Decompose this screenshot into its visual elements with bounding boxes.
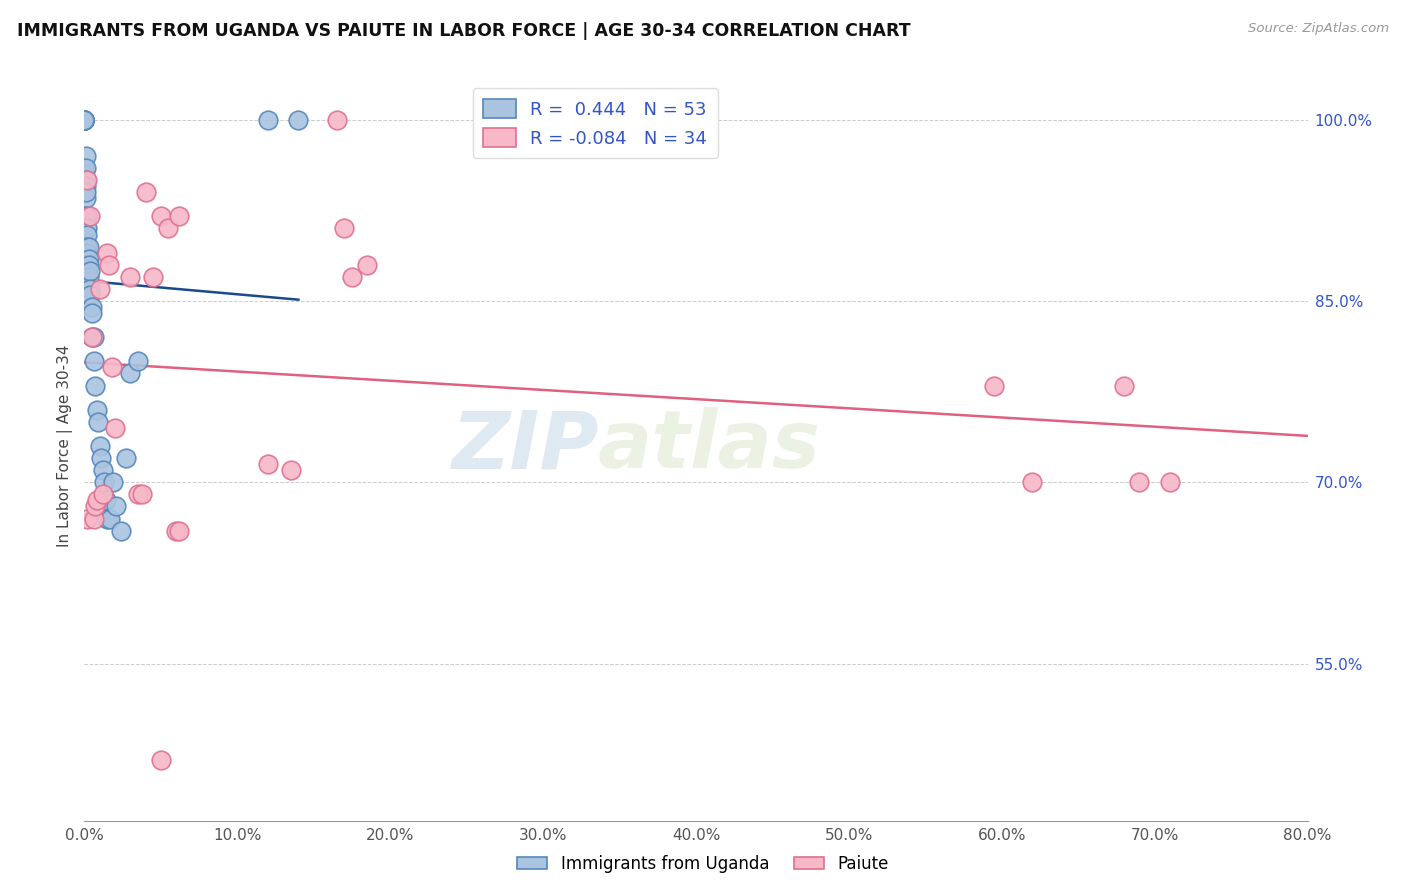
Point <box>131 487 153 501</box>
Point <box>89 439 111 453</box>
Point <box>76 245 98 260</box>
Point <box>127 487 149 501</box>
Point <box>110 524 132 538</box>
Point <box>167 524 190 538</box>
Text: Source: ZipAtlas.com: Source: ZipAtlas.com <box>1249 22 1389 36</box>
Point <box>79 288 101 302</box>
Text: ZIP: ZIP <box>451 407 598 485</box>
Legend: R =  0.444   N = 53, R = -0.084   N = 34: R = 0.444 N = 53, R = -0.084 N = 34 <box>472 88 718 159</box>
Legend: Immigrants from Uganda, Paiute: Immigrants from Uganda, Paiute <box>510 848 896 880</box>
Point <box>149 210 172 224</box>
Point <box>80 300 103 314</box>
Point <box>77 252 100 266</box>
Point <box>280 463 302 477</box>
Point <box>75 185 97 199</box>
Point <box>142 269 165 284</box>
Point <box>167 210 190 224</box>
Point <box>79 282 101 296</box>
Point <box>76 511 98 525</box>
Point <box>114 451 136 466</box>
Point <box>77 258 100 272</box>
Point <box>105 500 128 514</box>
Point <box>73 112 96 127</box>
Point <box>75 149 97 163</box>
Point <box>83 330 105 344</box>
Point <box>76 227 98 242</box>
Point <box>73 112 96 127</box>
Point <box>75 173 97 187</box>
Point <box>73 112 96 127</box>
Point <box>340 269 363 284</box>
Point <box>79 264 101 278</box>
Point <box>127 354 149 368</box>
Point <box>73 112 96 127</box>
Point <box>73 112 96 127</box>
Point <box>120 367 142 381</box>
Point <box>97 258 120 272</box>
Point <box>75 179 97 194</box>
Point <box>104 421 127 435</box>
Point <box>80 306 103 320</box>
Point <box>76 210 98 224</box>
Point <box>1159 475 1181 490</box>
Point <box>101 360 124 375</box>
Point <box>91 463 114 477</box>
Point <box>1128 475 1150 490</box>
Point <box>157 221 180 235</box>
Point <box>96 511 118 525</box>
Point <box>73 112 96 127</box>
Text: atlas: atlas <box>598 407 821 485</box>
Point <box>77 239 100 253</box>
Point <box>73 112 96 127</box>
Point <box>75 191 97 205</box>
Point <box>79 210 101 224</box>
Point <box>83 511 105 525</box>
Point <box>1114 378 1136 392</box>
Point <box>96 245 118 260</box>
Point <box>333 221 356 235</box>
Point <box>287 112 309 127</box>
Point <box>103 475 125 490</box>
Point <box>77 269 100 284</box>
Point <box>75 161 97 175</box>
Point <box>76 221 98 235</box>
Point <box>86 402 108 417</box>
Point <box>73 112 96 127</box>
Point <box>149 753 172 767</box>
Text: IMMIGRANTS FROM UGANDA VS PAIUTE IN LABOR FORCE | AGE 30-34 CORRELATION CHART: IMMIGRANTS FROM UGANDA VS PAIUTE IN LABO… <box>17 22 911 40</box>
Point <box>1021 475 1043 490</box>
Point <box>89 282 111 296</box>
Point <box>73 112 96 127</box>
Point <box>84 500 107 514</box>
Point <box>73 112 96 127</box>
Point <box>93 475 115 490</box>
Y-axis label: In Labor Force | Age 30-34: In Labor Force | Age 30-34 <box>58 344 73 548</box>
Point <box>91 487 114 501</box>
Point <box>86 493 108 508</box>
Point <box>135 185 157 199</box>
Point <box>94 493 117 508</box>
Point <box>84 378 107 392</box>
Point <box>80 330 103 344</box>
Point <box>80 330 103 344</box>
Point <box>120 269 142 284</box>
Point <box>257 457 280 471</box>
Point <box>90 451 112 466</box>
Point <box>73 161 96 175</box>
Point <box>75 210 97 224</box>
Point <box>76 239 98 253</box>
Point <box>356 258 378 272</box>
Point <box>165 524 187 538</box>
Point <box>76 173 98 187</box>
Point <box>87 415 110 429</box>
Point <box>98 511 121 525</box>
Point <box>325 112 347 127</box>
Point <box>983 378 1005 392</box>
Point <box>83 354 105 368</box>
Point <box>257 112 280 127</box>
